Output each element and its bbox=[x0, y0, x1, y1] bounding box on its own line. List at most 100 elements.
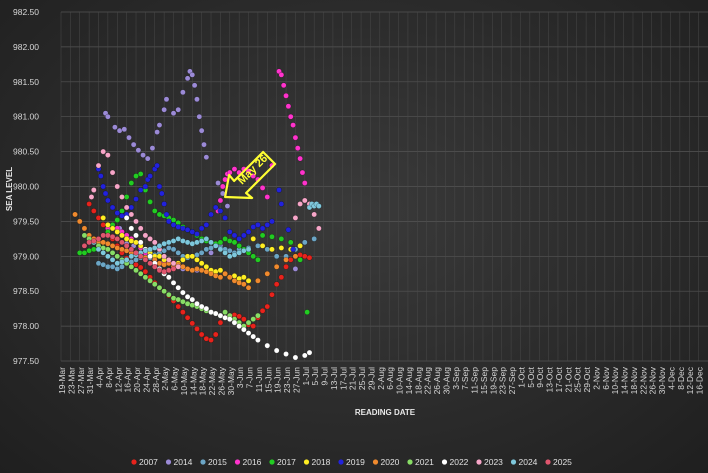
point-2024 bbox=[123, 256, 130, 263]
point-2020 bbox=[180, 263, 186, 270]
x-tick-label: 23-Sep bbox=[498, 367, 508, 395]
point-2017 bbox=[259, 232, 266, 239]
point-2017 bbox=[123, 194, 130, 200]
x-tick-label: 10-Nov bbox=[610, 366, 620, 394]
point-2021 bbox=[161, 288, 167, 295]
legend-swatch bbox=[407, 459, 413, 465]
point-2023 bbox=[109, 169, 116, 176]
x-tick-label: 13-Jul bbox=[329, 367, 339, 390]
point-2017 bbox=[304, 309, 310, 315]
point-2020 bbox=[114, 245, 121, 251]
point-2007 bbox=[301, 253, 308, 260]
point-2018 bbox=[217, 267, 224, 274]
point-2021 bbox=[114, 253, 121, 260]
point-2021 bbox=[151, 281, 158, 288]
point-2015 bbox=[255, 242, 261, 249]
point-2014 bbox=[215, 180, 221, 186]
x-tick-label: 6-May bbox=[170, 366, 180, 390]
point-2019 bbox=[128, 204, 135, 211]
point-2019 bbox=[109, 204, 116, 211]
point-2007 bbox=[208, 337, 214, 343]
legend-item-2018: 2018 bbox=[303, 457, 331, 467]
x-tick-label: 16-Apr bbox=[123, 367, 133, 393]
x-tick-label: 18-Nov bbox=[629, 366, 639, 394]
point-2019 bbox=[198, 225, 205, 232]
point-2019 bbox=[222, 215, 228, 221]
point-2018 bbox=[100, 215, 107, 221]
point-2019 bbox=[217, 208, 224, 214]
point-2016 bbox=[245, 168, 252, 174]
x-tick-label: 22-Nov bbox=[638, 366, 648, 394]
point-2020 bbox=[264, 270, 271, 277]
point-2018 bbox=[250, 236, 257, 242]
point-2020 bbox=[105, 240, 111, 247]
point-2017 bbox=[128, 180, 135, 186]
point-2014 bbox=[149, 145, 156, 151]
point-2020 bbox=[240, 281, 247, 288]
x-tick-label: 10-May bbox=[179, 366, 189, 395]
x-tick-label: 4-Dec bbox=[666, 366, 676, 389]
point-2015 bbox=[114, 266, 121, 272]
x-tick-label: 22-May bbox=[207, 366, 217, 395]
point-2017 bbox=[297, 256, 303, 263]
legend-item-2020: 2020 bbox=[372, 457, 400, 467]
point-2025 bbox=[90, 238, 97, 244]
point-2018 bbox=[297, 242, 303, 249]
point-2023 bbox=[142, 232, 149, 239]
point-2007 bbox=[287, 256, 294, 263]
point-2016 bbox=[217, 197, 224, 204]
point-2015 bbox=[301, 239, 308, 246]
point-2019 bbox=[180, 225, 186, 232]
point-2023 bbox=[161, 253, 167, 260]
point-2014 bbox=[203, 154, 210, 161]
point-2022 bbox=[212, 310, 219, 317]
point-2019 bbox=[189, 229, 196, 235]
point-2007 bbox=[95, 215, 102, 221]
point-2019 bbox=[119, 212, 125, 219]
point-2007 bbox=[86, 201, 92, 207]
point-2018 bbox=[114, 229, 121, 235]
legend-swatch bbox=[545, 459, 551, 465]
point-2022 bbox=[170, 279, 177, 286]
point-2019 bbox=[142, 183, 149, 190]
point-2022 bbox=[147, 253, 153, 260]
point-2007 bbox=[306, 254, 313, 261]
point-2017 bbox=[76, 249, 83, 256]
point-2019 bbox=[161, 201, 167, 207]
point-2022 bbox=[245, 330, 252, 336]
x-tick-label: 29-Jul bbox=[366, 367, 376, 390]
x-tick-label: 18-May bbox=[198, 366, 208, 395]
point-2007 bbox=[184, 314, 191, 321]
x-tick-label: 8-Dec bbox=[676, 366, 686, 389]
point-2014 bbox=[191, 82, 198, 89]
y-tick-label: 980.50 bbox=[13, 147, 39, 157]
point-2024 bbox=[203, 236, 210, 242]
point-2007 bbox=[212, 331, 219, 338]
point-2023 bbox=[123, 204, 130, 211]
point-2021 bbox=[137, 270, 144, 277]
point-2021 bbox=[180, 298, 186, 305]
point-2019 bbox=[102, 190, 109, 197]
point-2014 bbox=[112, 124, 118, 131]
point-2025 bbox=[133, 249, 139, 256]
legend-label: 2007 bbox=[139, 457, 158, 467]
point-2017 bbox=[170, 217, 177, 223]
point-2016 bbox=[290, 122, 296, 128]
legend-label: 2024 bbox=[519, 457, 538, 467]
x-tick-label: 19-Jun bbox=[273, 367, 283, 393]
point-2024 bbox=[316, 203, 322, 209]
point-2021 bbox=[105, 246, 111, 253]
point-2024 bbox=[180, 238, 186, 244]
point-2007 bbox=[273, 281, 280, 288]
point-2020 bbox=[203, 268, 210, 275]
point-2018 bbox=[180, 256, 186, 263]
point-2016 bbox=[278, 71, 285, 78]
point-2024 bbox=[105, 253, 111, 260]
point-2020 bbox=[245, 284, 252, 291]
point-2021 bbox=[184, 300, 191, 307]
point-2025 bbox=[147, 260, 153, 267]
point-2014 bbox=[194, 96, 200, 103]
legend-item-2019: 2019 bbox=[338, 457, 365, 467]
point-2018 bbox=[194, 256, 200, 263]
x-tick-label: 24-Apr bbox=[141, 367, 151, 393]
